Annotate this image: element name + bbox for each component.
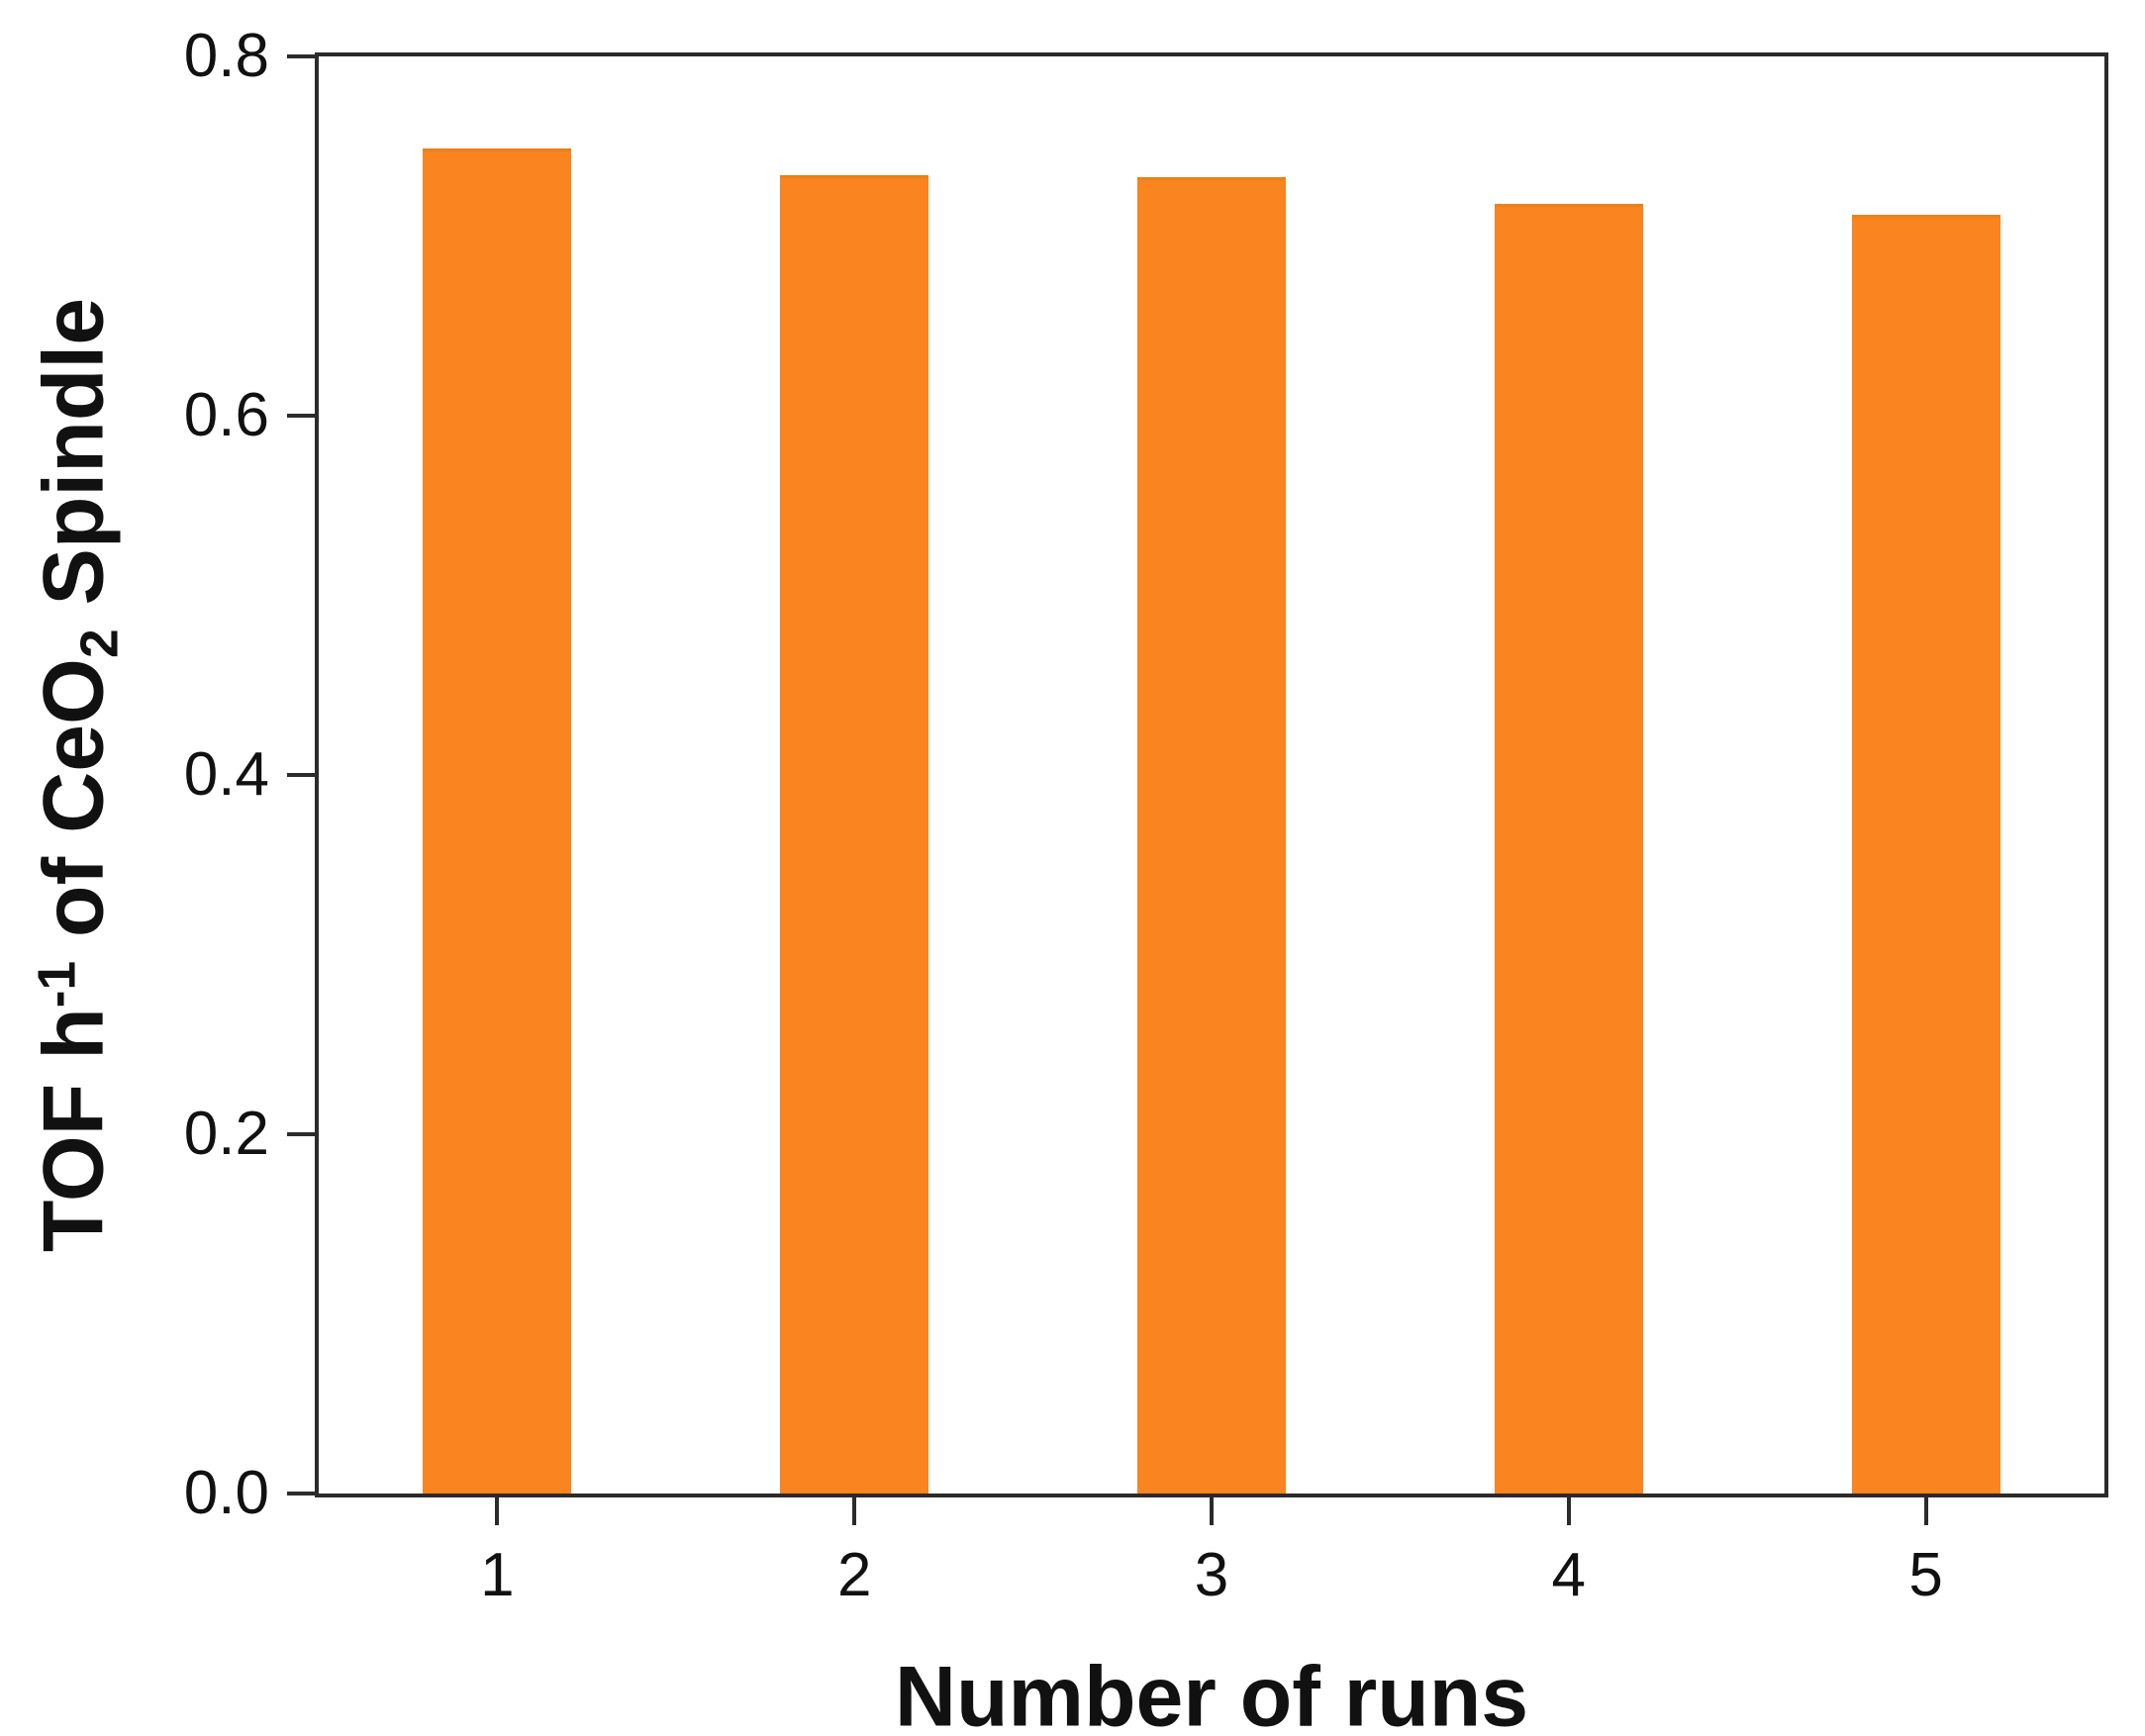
bar-run-4 — [1494, 203, 1643, 1494]
plot-area — [315, 52, 2108, 1497]
y-tick-label: 0.4 — [183, 740, 269, 809]
x-tick-label: 5 — [1908, 1541, 1943, 1609]
x-tick-5 — [1923, 1497, 1928, 1525]
x-tick-1 — [495, 1497, 500, 1525]
x-tick-3 — [1210, 1497, 1214, 1525]
x-axis-title: Number of runs — [894, 1649, 1529, 1736]
x-tick-label: 1 — [480, 1541, 515, 1609]
bar-run-5 — [1851, 214, 2000, 1494]
y-tick-label: 0.2 — [183, 1100, 269, 1168]
x-tick-label: 2 — [836, 1541, 872, 1609]
y-tick-label: 0.8 — [183, 22, 269, 90]
y-tick-0.8 — [287, 54, 315, 58]
y-axis-title-sup: -1 — [28, 960, 87, 1009]
y-axis-title-text: Spindle — [26, 297, 122, 629]
bar-run-1 — [423, 147, 572, 1494]
y-tick-label: 0.0 — [183, 1459, 269, 1527]
y-tick-0.6 — [287, 414, 315, 418]
y-tick-0.2 — [287, 1132, 315, 1136]
x-tick-2 — [852, 1497, 857, 1525]
y-tick-label: 0.6 — [183, 381, 269, 449]
x-tick-label: 3 — [1194, 1541, 1229, 1609]
bar-run-2 — [780, 174, 929, 1494]
y-axis-title-sub: 2 — [70, 628, 130, 659]
y-tick-0.0 — [287, 1492, 315, 1495]
y-tick-0.4 — [287, 773, 315, 777]
x-tick-4 — [1566, 1497, 1571, 1525]
bar-run-3 — [1137, 176, 1286, 1494]
x-tick-label: 4 — [1551, 1541, 1587, 1609]
